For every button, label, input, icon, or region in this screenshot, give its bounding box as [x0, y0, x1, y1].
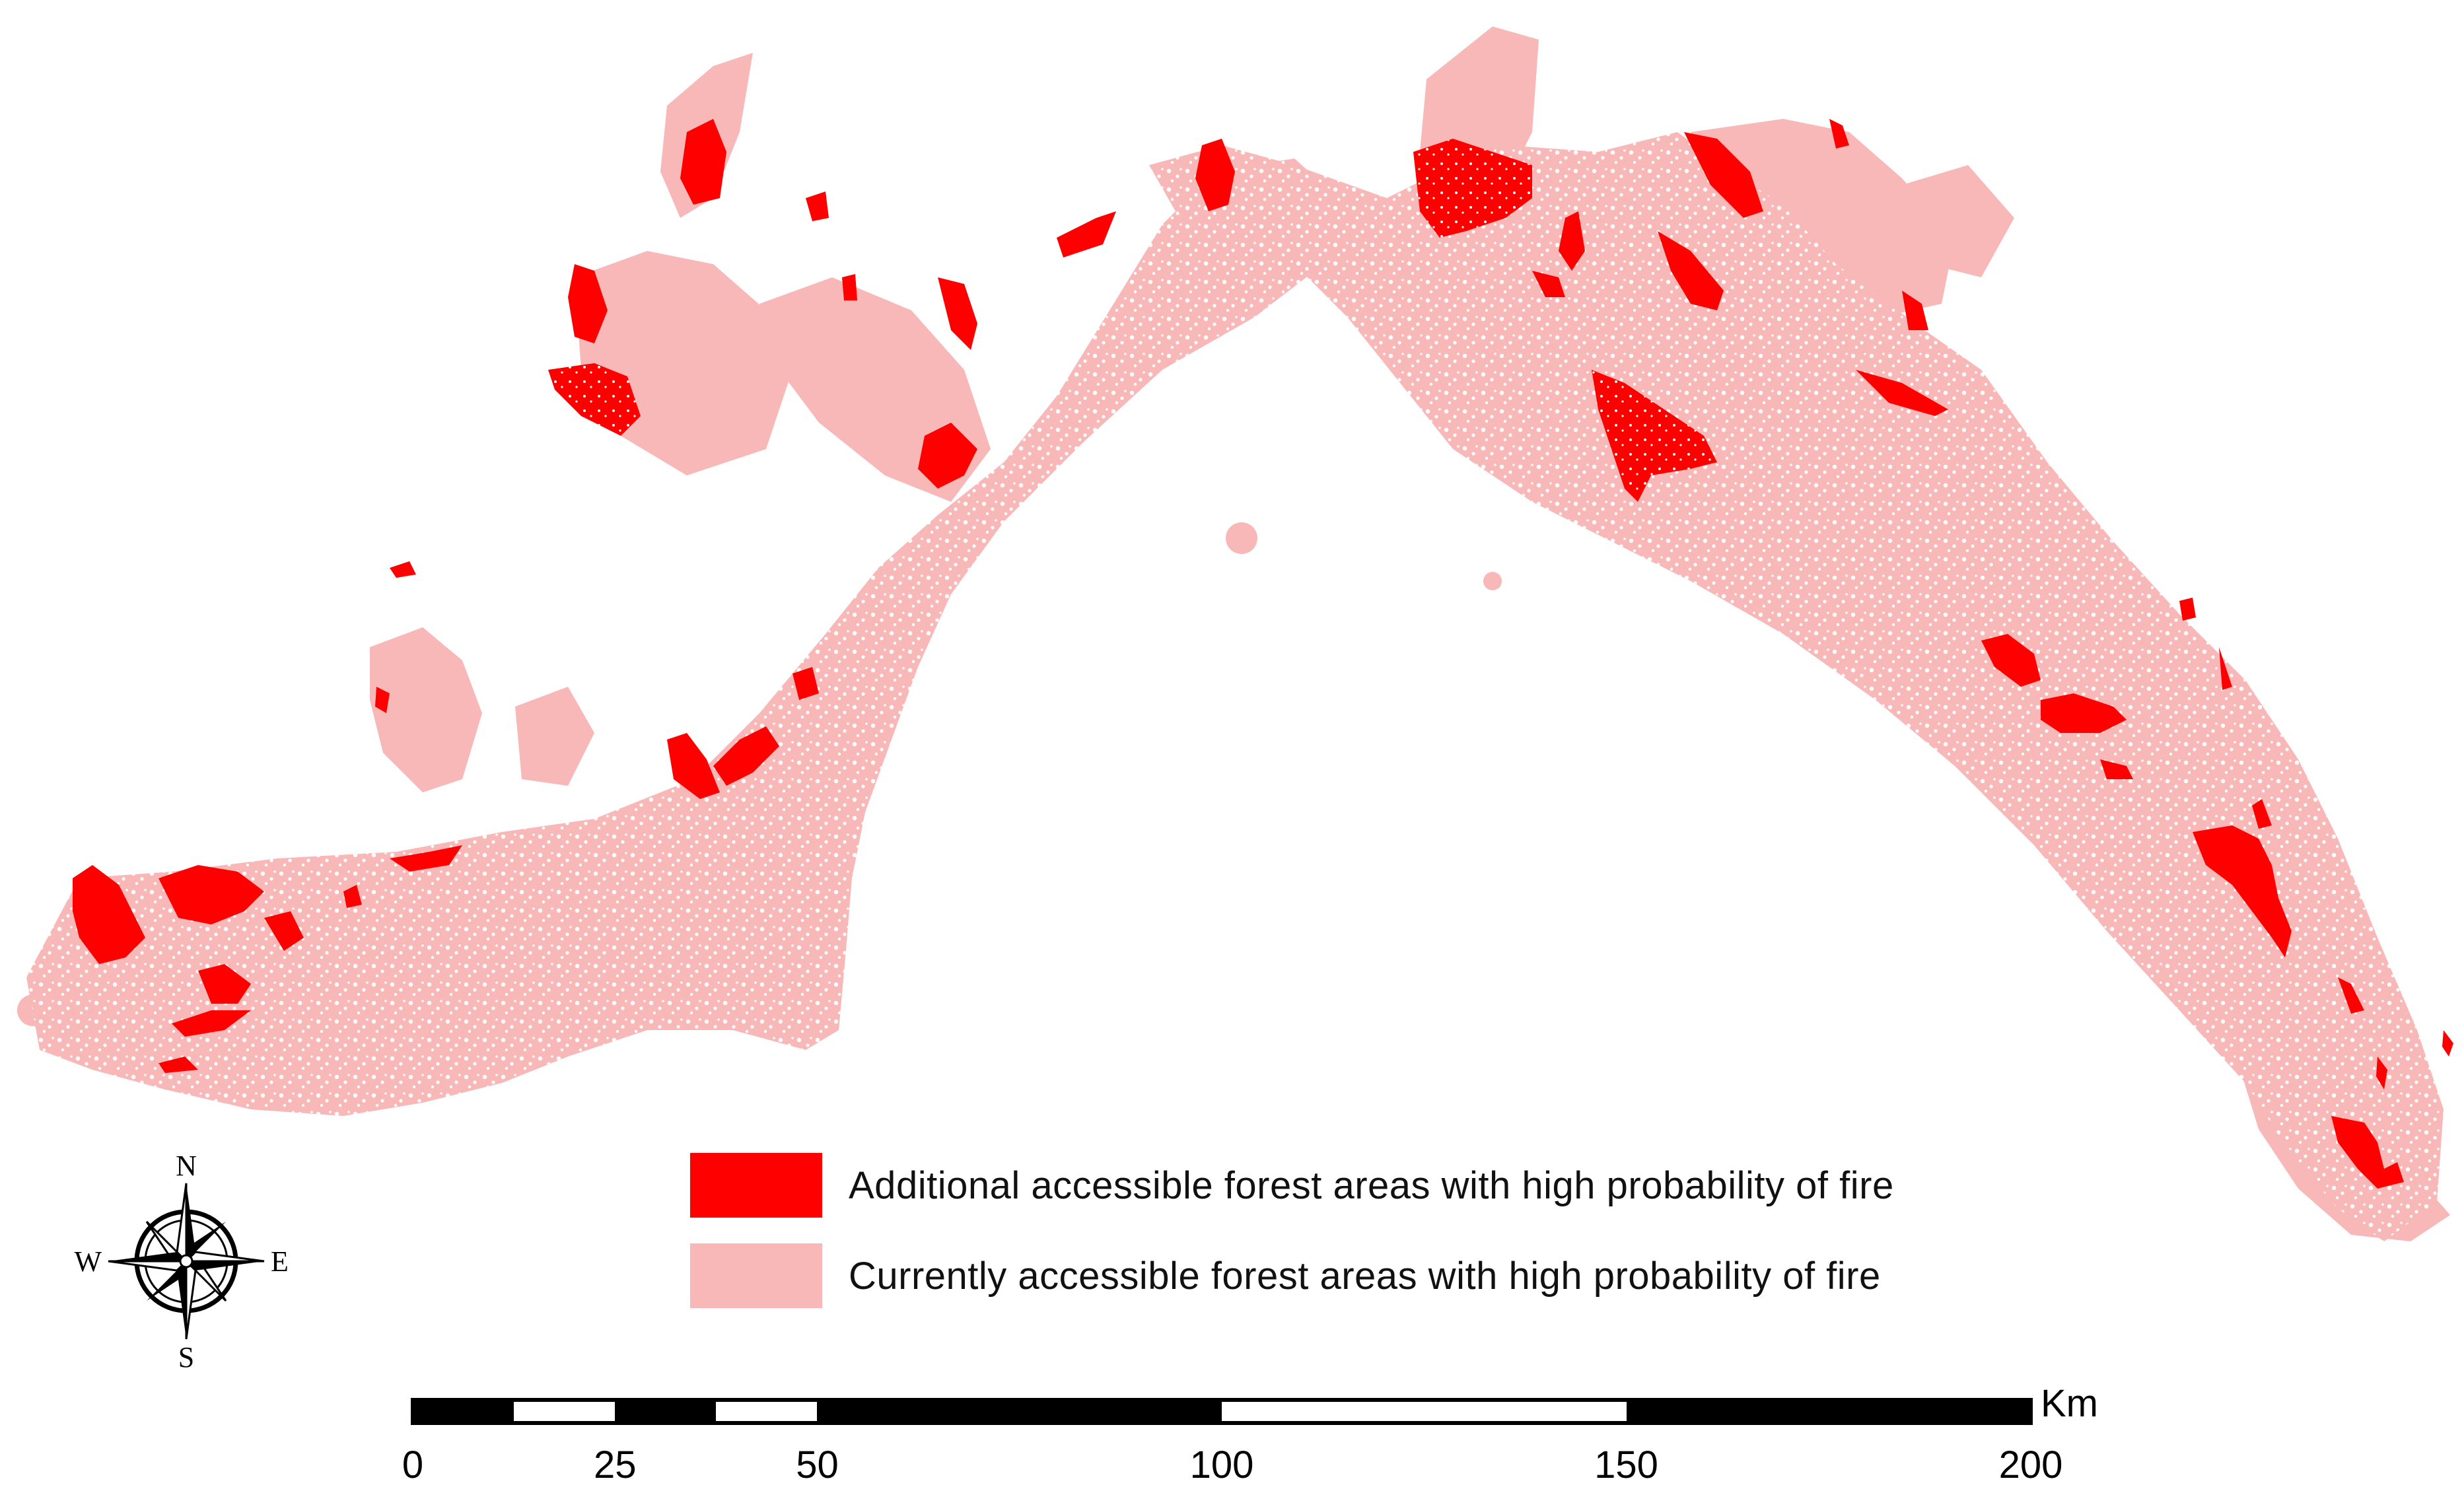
additional-forest-patch [842, 274, 857, 300]
additional-forest-patch [343, 885, 362, 908]
additional-forest-patch [2338, 977, 2364, 1014]
additional-forest-patch [198, 964, 251, 1004]
compass-cardinal-points [108, 1183, 265, 1340]
additional-forest-patch [2193, 825, 2292, 957]
legend-label-additional: Additional accessible forest areas with … [849, 1163, 1894, 1207]
current-forest-area-north-2 [575, 251, 792, 475]
legend-swatch-current [690, 1243, 822, 1308]
additional-forest-patch [713, 726, 779, 786]
additional-forest-patch [172, 1010, 251, 1037]
additional-forest-patch [568, 264, 608, 343]
compass-rose: N S E W [74, 1150, 288, 1373]
current-forest-area-west-2 [515, 687, 594, 786]
current-forest-area-north-7 [1902, 165, 2014, 277]
compass-s-label: S [178, 1341, 194, 1373]
scale-tick-label: 25 [594, 1443, 637, 1486]
scale-tick-label: 100 [1190, 1443, 1254, 1486]
additional-forest-patch [2442, 1030, 2453, 1057]
scale-tick-label: 150 [1594, 1443, 1658, 1486]
scale-bar-segment [1627, 1400, 2031, 1423]
scale-bar-segment [615, 1400, 716, 1423]
additional-forest-patch [1902, 291, 1928, 330]
additional-forest-patch [375, 687, 390, 713]
additional-forest-patch [2331, 1116, 2404, 1189]
current-forest-area-west-1 [370, 627, 482, 792]
additional-forest-patch [2219, 647, 2232, 690]
compass-e-label: E [271, 1245, 289, 1278]
additional-forest-patch [806, 191, 829, 221]
current-forest-area-north-6 [1691, 119, 1955, 317]
additional-forest-patch [938, 277, 977, 350]
additional-forest-patch [1829, 119, 1849, 149]
additional-forest-patch [1532, 271, 1565, 297]
legend-item-additional: Additional accessible forest areas with … [690, 1152, 1894, 1218]
scale-bar: Km 0 25 50 100 150 200 [402, 1382, 2098, 1486]
additional-forest-patch [1559, 211, 1585, 271]
scale-tick-label: 0 [402, 1443, 423, 1486]
scale-tick-label: 50 [796, 1443, 839, 1486]
scale-bar-segment [817, 1400, 1222, 1423]
legend-item-current: Currently accessible forest areas with h… [690, 1243, 1881, 1309]
additional-forest-patch [680, 119, 726, 205]
additional-forest-patch [390, 845, 462, 872]
compass-w-label: W [74, 1245, 102, 1278]
additional-forest-patch [73, 865, 145, 964]
compass-n-label: N [176, 1150, 197, 1182]
additional-forest-patch [1195, 139, 1235, 211]
current-forest-texture [26, 132, 2444, 1241]
additional-forest-patch [2041, 693, 2127, 733]
additional-forest-patch [2100, 759, 2133, 779]
additional-forest-patch [792, 667, 819, 700]
additional-forest-patch [264, 911, 304, 951]
additional-forest-patch [2252, 799, 2272, 829]
additional-forest-patch [2179, 598, 2196, 621]
additional-forest-patch [1981, 634, 2041, 687]
legend-swatch-additional [690, 1153, 822, 1218]
scale-bar-unit: Km [2041, 1382, 2098, 1425]
scale-bar-segment [413, 1400, 514, 1423]
additional-forest-patch [2376, 1057, 2387, 1090]
additional-forest-patch [1057, 211, 1116, 258]
additional-forest-texture [548, 139, 1717, 502]
legend-label-current: Currently accessible forest areas with h… [849, 1254, 1881, 1298]
additional-forest-patch [1658, 231, 1724, 310]
additional-forest-patch [667, 733, 720, 799]
scale-bar-tick-labels: 0 25 50 100 150 200 [402, 1443, 2063, 1486]
additional-forest-patch [158, 1057, 198, 1073]
additional-forest-patch [1856, 370, 1948, 416]
additional-forest-patch [390, 561, 416, 578]
additional-forest-patch [158, 865, 264, 924]
scale-tick-label: 200 [1999, 1443, 2063, 1486]
additional-forest-patch [918, 423, 977, 489]
additional-forest-patch [1684, 132, 1763, 218]
